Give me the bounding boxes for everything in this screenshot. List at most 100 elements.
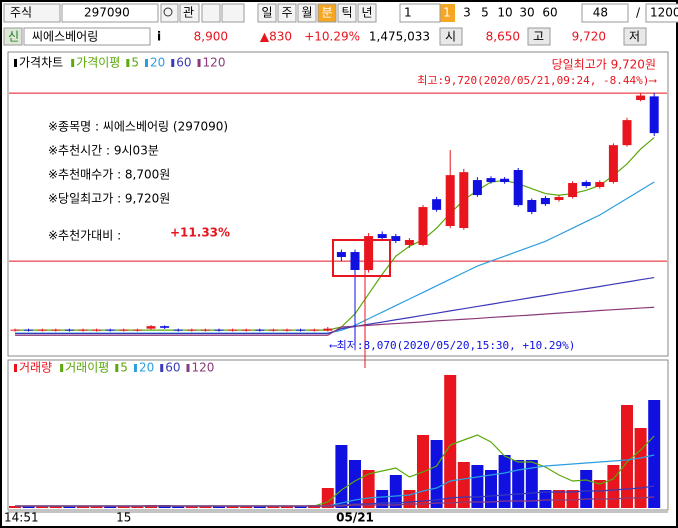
rate: +10.29%: [304, 30, 360, 44]
x-tick-label: 15: [116, 511, 131, 525]
volume-bar: [539, 490, 552, 508]
candle-body: [51, 329, 61, 331]
candle-body: [608, 145, 618, 183]
volume-bar: [457, 462, 470, 508]
volume-bar: [226, 506, 239, 508]
moving-average: [15, 496, 655, 507]
name-box: [23, 27, 151, 46]
volume-bar: [199, 506, 212, 508]
candle-body: [527, 199, 537, 213]
x-tick-label: 14:51: [4, 511, 39, 525]
low-label: 저: [629, 30, 640, 44]
volume-bar: [253, 506, 266, 508]
minute-button[interactable]: [439, 4, 455, 22]
info-line: ※추천시간 : 9시03분: [48, 143, 159, 158]
market-select[interactable]: [3, 3, 61, 23]
candle-body: [64, 329, 74, 331]
volume-bar: [9, 506, 21, 508]
volume-bar: [485, 470, 497, 508]
high: 9,720: [572, 30, 606, 44]
open: 8,650: [486, 30, 520, 44]
legend-entry: 20: [150, 56, 165, 70]
volume-bar: [77, 506, 89, 508]
candle-body: [132, 329, 142, 331]
legend-swatch: [115, 364, 119, 372]
info[interactable]: i: [157, 30, 161, 44]
watch-button[interactable]: [179, 3, 200, 23]
volume-bar: [335, 445, 348, 508]
label-box: [527, 27, 551, 46]
period-button[interactable]: [357, 3, 377, 23]
legend-swatch: [144, 59, 148, 67]
legend-swatch: [126, 59, 130, 67]
candle-body: [255, 329, 265, 331]
volume-bar: [634, 428, 647, 508]
legend-entry: 60: [165, 361, 180, 375]
volume-bar: [648, 400, 661, 508]
candle-body: [37, 329, 47, 331]
period-button[interactable]: [317, 3, 337, 23]
unit-select[interactable]: [399, 3, 441, 23]
candle-body: [92, 329, 102, 331]
period: 분: [321, 6, 332, 20]
legend-swatch: [60, 364, 64, 372]
price: 8,900: [194, 30, 228, 44]
candle-body: [200, 329, 210, 331]
high-note: 최고:9,720(2020/05/21,09:24, -8.44%)⟶: [417, 74, 657, 87]
info-line: ※추천매수가 : 8,700원: [48, 167, 170, 182]
minute: 10: [497, 6, 512, 20]
volume-bar: [525, 460, 538, 508]
candle-body: [282, 329, 292, 331]
legend-title: 거래량: [19, 361, 52, 375]
candle-body: [636, 95, 646, 101]
volume-bar: [90, 506, 103, 508]
legend-swatch: [186, 364, 190, 372]
candle-body: [24, 329, 34, 331]
period-button[interactable]: [257, 3, 277, 23]
max-input[interactable]: [645, 3, 678, 23]
legend-swatch: [71, 59, 75, 67]
candle-body: [228, 329, 238, 331]
legend-swatch: [14, 59, 17, 67]
candle-body: [214, 329, 224, 331]
add-button[interactable]: [201, 3, 221, 23]
headline: 당일최고가 9,720원: [552, 58, 656, 72]
volume-bar: [49, 506, 62, 508]
candle-body: [500, 178, 510, 183]
volume-bar: [131, 506, 144, 508]
volume-bar: [444, 375, 457, 508]
market: 주식: [10, 6, 32, 20]
label-box: [623, 27, 647, 46]
toolbar: 주식 297090 관 일 주 월 분 틱 년 1 3 5 10 30 60 1 48 / 1200: [3, 3, 678, 23]
low-note: ⟵최저:8,070(2020/05/20,15:30, +10.29%): [329, 339, 575, 352]
spin-button[interactable]: [221, 3, 245, 23]
volume-bar: [213, 506, 225, 508]
volume: 1,475,033: [369, 30, 430, 44]
candle-body: [187, 329, 197, 331]
period-button[interactable]: [297, 3, 317, 23]
period-button[interactable]: [337, 3, 357, 23]
period: 틱: [341, 6, 352, 20]
search-button[interactable]: [160, 3, 179, 23]
minute: 60: [542, 6, 557, 20]
badge-box: [3, 27, 23, 46]
candle-body: [445, 175, 455, 227]
volume-bar: [281, 506, 293, 508]
candle-body: [472, 180, 482, 196]
legend-entry: 5: [120, 361, 128, 375]
legend-entry: 5: [131, 56, 139, 70]
code-input[interactable]: [61, 3, 159, 23]
volume-bar: [512, 460, 525, 508]
legend-title: 거래이평: [65, 361, 109, 375]
candle-body: [554, 197, 564, 200]
minute: 3: [463, 6, 471, 20]
candle-body: [581, 182, 591, 186]
candle-body: [364, 236, 374, 271]
period-button[interactable]: [277, 3, 297, 23]
volume-bar: [117, 506, 130, 508]
count-input[interactable]: [581, 3, 629, 23]
volume-bar: [240, 506, 253, 508]
code: 297090: [84, 6, 130, 20]
candle-body: [595, 182, 605, 187]
